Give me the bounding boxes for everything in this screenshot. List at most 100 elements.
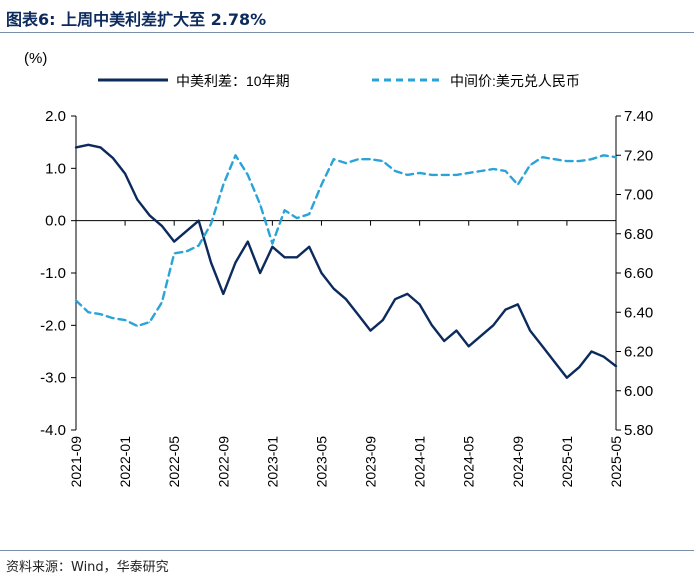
right-tick-label: 6.40: [624, 304, 653, 321]
fixing-data-point: [541, 156, 544, 158]
fixing-data-point: [615, 156, 617, 158]
spread-data-point: [198, 220, 200, 222]
fixing-data-point: [161, 301, 163, 303]
spread-data-point: [149, 214, 151, 216]
x-tick-label: 2023-01: [264, 436, 280, 488]
spread-data-point: [345, 298, 347, 300]
series-lines: [74, 143, 618, 379]
spread-data-point: [210, 261, 212, 264]
fixing-data-point: [333, 158, 335, 160]
spread-data-point: [394, 298, 396, 300]
spread-data-point: [185, 230, 188, 232]
x-tick-label: 2022-05: [166, 436, 182, 488]
spread-data-point: [136, 199, 138, 201]
left-tick-label: -3.0: [40, 370, 66, 387]
fixing-data-point: [468, 172, 470, 174]
spread-data-point: [431, 324, 433, 326]
fixing-data-point: [480, 170, 482, 172]
fixing-data-point: [394, 170, 396, 172]
fixing-data-point: [590, 158, 593, 160]
spread-data-point: [554, 361, 556, 363]
spread-data-point: [455, 330, 458, 332]
fixing-data-point: [234, 154, 237, 156]
spread-data-point: [112, 157, 114, 159]
fixing-data-point: [284, 209, 286, 211]
left-tick-label: -2.0: [40, 317, 66, 334]
spread-data-point: [296, 256, 298, 258]
legend-label: 中间价:美元兑人民币: [450, 73, 580, 89]
fixing-data-point: [554, 158, 556, 160]
fixing-data-point: [406, 174, 408, 176]
fixing-data-point: [173, 252, 175, 254]
spread-data-point: [590, 350, 593, 353]
fixing-data-point: [198, 244, 200, 247]
fixing-data-point: [431, 174, 433, 176]
spread-data-point: [504, 309, 507, 311]
x-tick-label: 2024-01: [412, 436, 428, 488]
x-tick-label: 2022-01: [117, 436, 133, 488]
fixing-data-point: [357, 158, 359, 160]
fixing-data-point: [492, 168, 494, 170]
fixing-data-point: [504, 170, 507, 172]
spread-data-point: [271, 246, 273, 248]
spread-data-point: [406, 293, 408, 295]
spread-data-point: [443, 340, 445, 342]
fixing-data-point: [124, 319, 126, 321]
fixing-data-point: [345, 162, 347, 164]
x-tick-label: 2023-05: [313, 436, 329, 488]
spread-data-point: [259, 272, 261, 274]
spread-data-point: [419, 303, 421, 305]
fixing-data-point: [419, 172, 421, 174]
spread-data-point: [382, 319, 384, 321]
right-tick-label: 7.20: [624, 147, 653, 164]
right-tick-label: 7.00: [624, 187, 653, 204]
legend-label: 中美利差：10年期: [176, 73, 290, 89]
fixing-data-point: [75, 299, 77, 302]
series-rate-spread-line: [74, 143, 618, 379]
right-tick-label: 6.00: [624, 383, 653, 400]
spread-data-point: [517, 303, 519, 305]
spread-data-point: [247, 241, 249, 243]
fixing-data-point: [369, 158, 372, 160]
spread-data-point: [320, 272, 323, 274]
source-note: 资料来源：Wind，华泰研究: [6, 560, 169, 575]
fixing-data-point: [296, 217, 298, 219]
fixing-data-point: [259, 203, 261, 205]
spread-data-point: [566, 377, 568, 379]
fixing-data-point: [185, 250, 188, 252]
spread-data-point: [369, 330, 372, 332]
left-tick-label: 0.0: [45, 213, 66, 230]
fixing-data-point: [443, 174, 445, 176]
x-tick-label: 2025-05: [608, 436, 624, 488]
right-tick-label: 5.80: [624, 422, 653, 439]
left-tick-label: -4.0: [40, 422, 66, 439]
fixing-data-point: [149, 321, 151, 323]
spread-data-point: [357, 314, 359, 316]
spread-data-point: [615, 365, 617, 367]
fixing-data-point: [603, 154, 605, 156]
spread-data-point: [578, 366, 580, 368]
fixing-data-point: [247, 174, 249, 176]
fixing-data-point: [87, 311, 89, 313]
right-tick-label: 6.20: [624, 344, 653, 361]
right-tick-label: 7.40: [624, 108, 653, 125]
fixing-data-point: [308, 213, 310, 215]
right-tick-label: 6.80: [624, 226, 653, 243]
spread-data-point: [87, 144, 89, 146]
fixing-data-point: [529, 164, 531, 166]
title-divider: [0, 32, 694, 33]
spread-data-point: [468, 345, 470, 347]
fixing-data-point: [382, 160, 384, 162]
left-tick-label: -1.0: [40, 265, 66, 282]
spread-data-point: [541, 345, 544, 347]
spread-data-point: [99, 146, 102, 148]
fixing-data-point: [99, 313, 102, 315]
fixing-data-point: [136, 325, 138, 327]
spread-data-point: [234, 261, 237, 264]
fixing-data-point: [112, 317, 114, 319]
fixing-data-point: [517, 184, 519, 186]
fixing-data-point: [222, 184, 224, 186]
x-tick-label: 2021-09: [68, 436, 84, 488]
spread-data-point: [603, 356, 605, 358]
